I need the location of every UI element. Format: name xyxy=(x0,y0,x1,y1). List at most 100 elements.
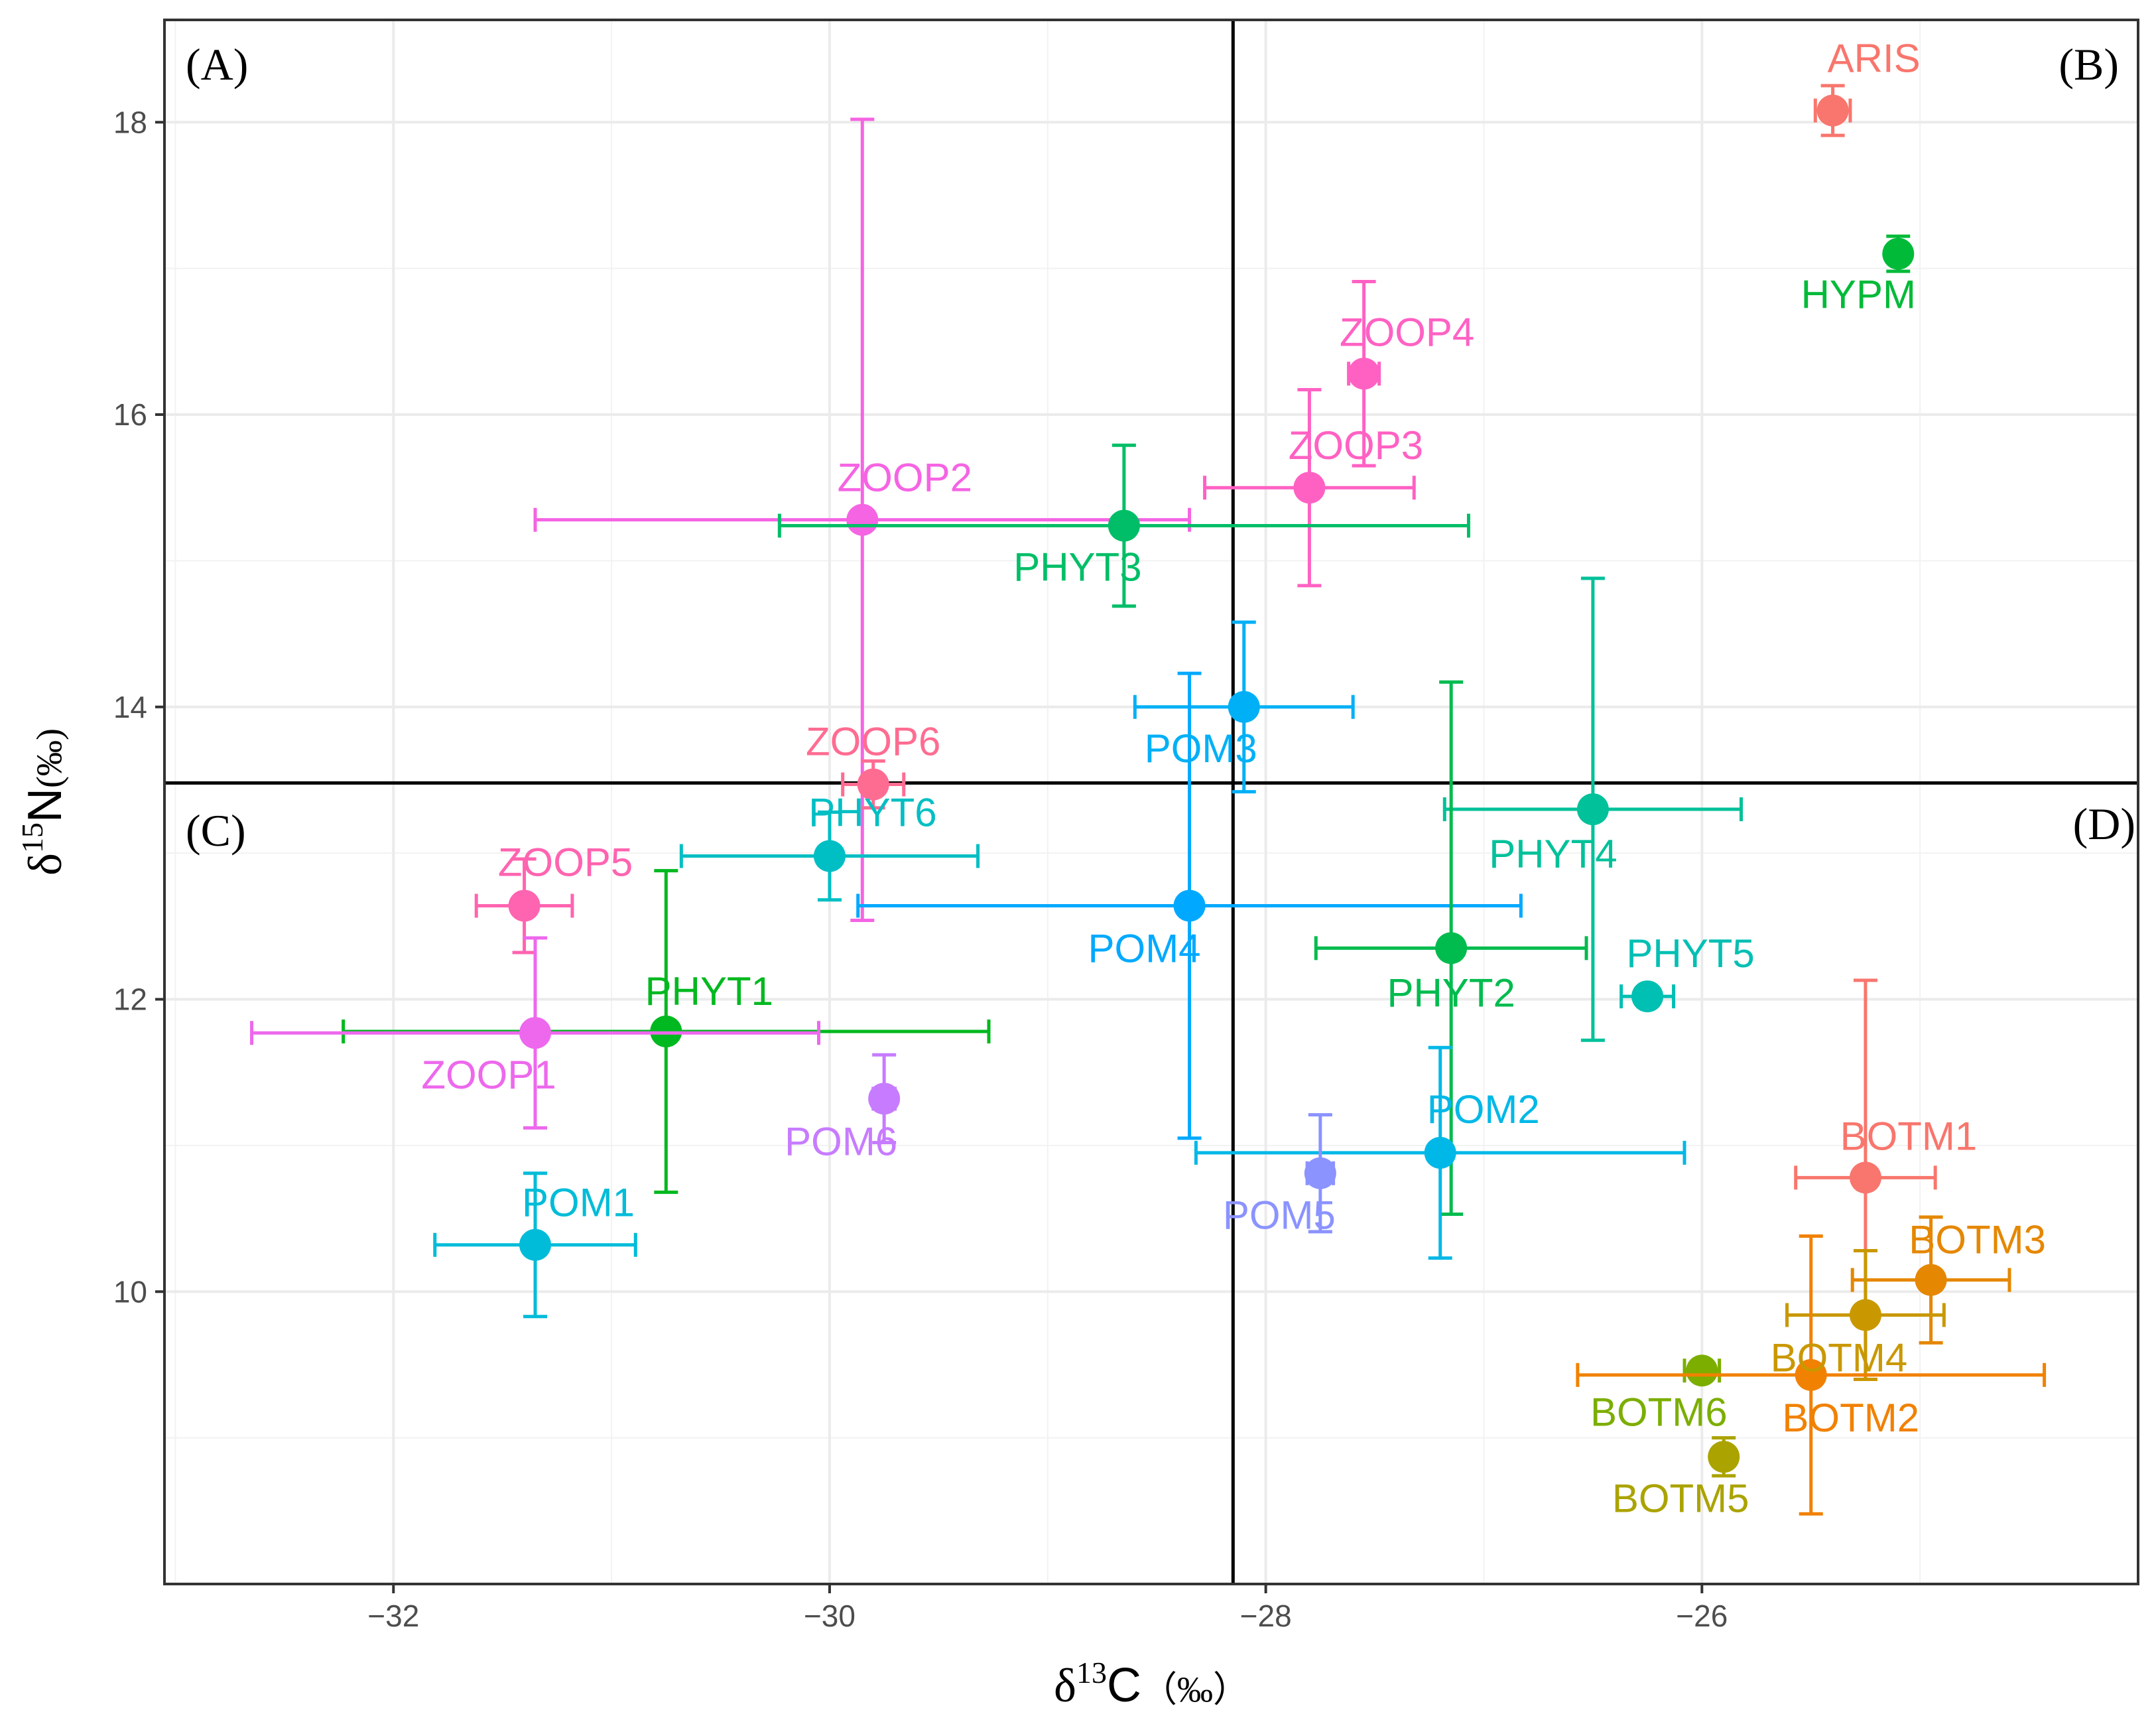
quadrant-label-a: (A) xyxy=(186,39,248,90)
x-axis-title: δ13C（‰） xyxy=(1054,1656,1249,1712)
y-tick-label-3: 16 xyxy=(113,397,147,432)
data-series xyxy=(250,84,2047,1516)
point-marker xyxy=(1435,932,1468,964)
y-axis-title-prefix: δ xyxy=(19,853,72,876)
point-label-pom6: POM6 xyxy=(785,1119,897,1163)
point-marker xyxy=(1795,1358,1827,1391)
plot-border xyxy=(163,19,2139,1585)
point-marker xyxy=(1849,1161,1881,1194)
point-label-botm3: BOTM3 xyxy=(1909,1218,2046,1262)
x-axis-title-prefix: δ xyxy=(1054,1659,1076,1712)
y-tick-label-0: 10 xyxy=(113,1274,147,1309)
point-marker xyxy=(519,1017,552,1049)
x-axis: −32 −30 −28 −26 xyxy=(367,1584,1728,1633)
point-label-phyt4: PHYT4 xyxy=(1489,832,1617,876)
point-marker xyxy=(1915,1264,1947,1296)
grid xyxy=(164,20,2138,1584)
point-marker xyxy=(1108,509,1140,542)
plot-panel xyxy=(164,20,2138,1584)
x-axis-title-sup: 13 xyxy=(1076,1656,1107,1689)
point-label-zoop5: ZOOP5 xyxy=(498,840,633,884)
x-tick-label-1: −30 xyxy=(804,1599,856,1633)
point-zoop5 xyxy=(474,857,574,955)
point-label-pom5: POM5 xyxy=(1223,1193,1336,1238)
point-phyt2 xyxy=(1314,680,1588,1216)
point-label-phyt1: PHYT1 xyxy=(645,969,773,1014)
point-marker xyxy=(1348,358,1380,390)
point-label-aris: ARIS xyxy=(1828,36,1921,81)
point-marker xyxy=(1228,691,1260,723)
point-label-botm1: BOTM1 xyxy=(1840,1114,1978,1158)
point-label-botm2: BOTM2 xyxy=(1782,1396,1919,1440)
point-label-pom2: POM2 xyxy=(1427,1087,1540,1132)
point-botm5 xyxy=(1708,1436,1740,1478)
point-phyt4 xyxy=(1442,576,1744,1042)
point-label-phyt3: PHYT3 xyxy=(1013,545,1141,589)
x-tick-label-2: −28 xyxy=(1240,1599,1292,1633)
y-tick-label-1: 12 xyxy=(113,982,147,1017)
y-axis-title-sup: 15 xyxy=(15,823,49,853)
point-labels: ARIS HYPM ZOOP4 ZOOP3 ZOOP2 PHYT3 POM3 ZOOP6 PHY… xyxy=(421,36,2046,1521)
point-marker xyxy=(1631,980,1664,1013)
point-marker xyxy=(857,768,889,801)
point-label-zoop3: ZOOP3 xyxy=(1289,423,1423,468)
point-label-pom4: POM4 xyxy=(1088,926,1201,970)
point-label-zoop6: ZOOP6 xyxy=(806,720,940,764)
point-label-zoop2: ZOOP2 xyxy=(838,456,972,500)
y-axis-title: δ15N(‰) xyxy=(15,728,72,876)
point-marker xyxy=(1849,1299,1881,1331)
point-label-hypm: HYPM xyxy=(1801,273,1916,317)
point-label-phyt5: PHYT5 xyxy=(1626,931,1754,976)
reference-lines xyxy=(164,20,2138,1584)
point-label-botm6: BOTM6 xyxy=(1590,1390,1728,1434)
point-marker xyxy=(868,1083,901,1115)
y-tick-label-2: 14 xyxy=(113,690,147,724)
point-botm4 xyxy=(1785,1249,1946,1381)
point-aris xyxy=(1813,84,1852,137)
point-marker xyxy=(1293,472,1326,504)
point-marker xyxy=(1882,237,1915,270)
point-marker xyxy=(1708,1441,1740,1473)
point-marker xyxy=(1686,1355,1718,1387)
point-phyt3 xyxy=(777,443,1470,608)
point-label-pom1: POM1 xyxy=(522,1181,635,1225)
y-axis: 10 12 14 16 18 xyxy=(113,105,164,1309)
point-phyt6 xyxy=(679,810,980,902)
point-marker xyxy=(1816,94,1849,127)
point-label-phyt2: PHYT2 xyxy=(1387,970,1515,1015)
x-axis-title-unit: （‰） xyxy=(1141,1670,1249,1709)
quadrant-label-c: (C) xyxy=(186,805,246,856)
quadrant-label-d: (D) xyxy=(2073,799,2135,849)
quadrant-label-b: (B) xyxy=(2059,39,2119,90)
point-hypm xyxy=(1882,234,1915,273)
y-axis-title-main: N xyxy=(19,788,72,823)
point-marker xyxy=(1424,1136,1456,1169)
point-pom4 xyxy=(856,671,1523,1140)
point-marker xyxy=(508,890,540,922)
point-zoop1 xyxy=(250,936,821,1130)
point-zoop6 xyxy=(841,759,906,810)
point-pom1 xyxy=(433,1171,637,1319)
point-zoop4 xyxy=(1347,279,1381,468)
point-label-botm4: BOTM4 xyxy=(1771,1336,1908,1380)
x-tick-label-3: −26 xyxy=(1676,1599,1728,1633)
point-marker xyxy=(1304,1157,1336,1189)
point-botm2 xyxy=(1576,1234,2047,1516)
point-pom3 xyxy=(1133,620,1355,794)
point-botm3 xyxy=(1850,1215,2011,1345)
point-marker xyxy=(813,840,846,872)
point-botm6 xyxy=(1682,1355,1722,1387)
point-phyt5 xyxy=(1619,980,1676,1013)
point-label-pom3: POM3 xyxy=(1145,726,1257,771)
point-pom5 xyxy=(1304,1113,1336,1234)
point-marker xyxy=(846,503,879,536)
point-marker xyxy=(1576,793,1609,826)
point-marker xyxy=(1173,890,1206,922)
x-tick-label-0: −32 xyxy=(367,1599,419,1633)
point-marker xyxy=(519,1228,552,1261)
point-label-zoop4: ZOOP4 xyxy=(1340,310,1474,354)
y-axis-title-unit: (‰) xyxy=(29,728,69,788)
point-pom6 xyxy=(868,1053,901,1144)
y-tick-label-4: 18 xyxy=(113,105,147,139)
